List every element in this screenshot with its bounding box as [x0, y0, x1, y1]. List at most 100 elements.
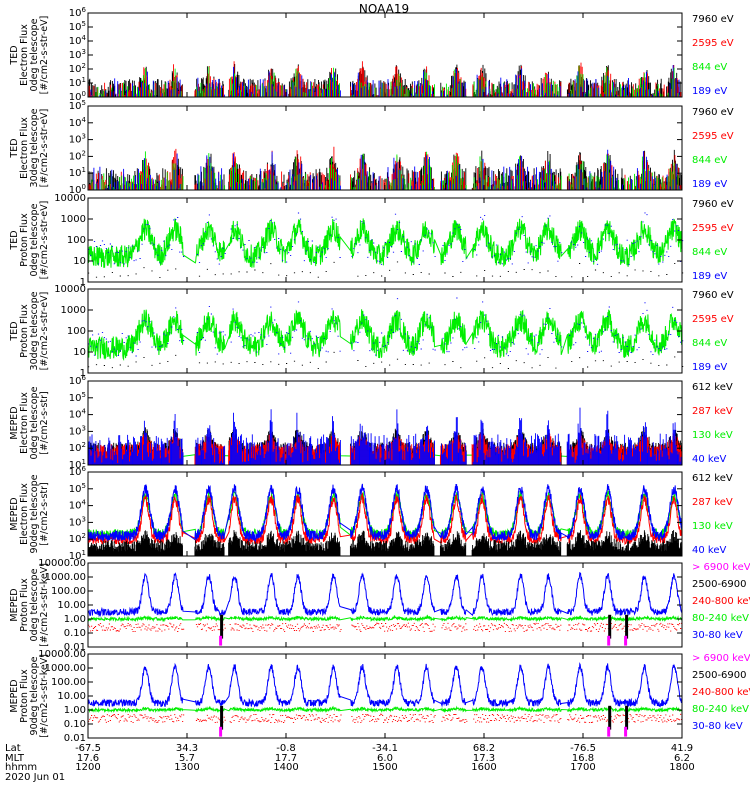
panel-8-series-30-80kev — [87, 662, 683, 708]
x-axis-row-label: Lat — [5, 743, 21, 754]
figure-title: NOAA19 — [359, 2, 409, 16]
panel-7-ytick-label: 100.00 — [51, 586, 86, 597]
panel-3-ylabel-line: [#/cm2-s-str-eV] — [39, 201, 50, 280]
panel-8-ylabel-line: [#/cm2-s-str-keV] — [39, 654, 50, 738]
x-axis-value: 1500 — [372, 762, 397, 773]
panel-2-ytick-label: 105 — [69, 99, 86, 112]
panel-4-ylabel-line: 30deg telescope — [29, 291, 40, 370]
panel-1-ytick-label: 104 — [69, 34, 87, 47]
panel-3-frame — [87, 197, 683, 283]
panel-6-ytick-label: 104 — [69, 499, 87, 512]
panel-5-legend-item: 40 keV — [692, 454, 726, 465]
panel-6-data — [87, 483, 683, 556]
panel-3-ylabel-line: TED — [9, 230, 20, 250]
panel-8-series-80-240kev — [87, 705, 682, 714]
panel-3-series-189ev — [88, 212, 684, 266]
panel-3-ytick-label: 10 — [73, 256, 86, 267]
panel-3-series-844ev — [87, 217, 683, 268]
panel-5-ytick-label: 102 — [69, 441, 86, 454]
panel-6-legend-item: 40 keV — [692, 545, 726, 556]
panel-7-ytick-label: 1000.00 — [45, 572, 86, 583]
panel-5-ylabel-line: 0deg telescope — [29, 386, 40, 459]
panel-3-ylabel-line: Proton Flux — [19, 213, 30, 267]
panel-3-data — [87, 212, 684, 279]
panel-1-ylabel-line: TED — [9, 45, 20, 65]
panel-3-ytick-label: 1 — [80, 277, 86, 288]
panel-2-ylabel-line: TED — [9, 138, 20, 158]
panel-2-ylabel-line: 30deg telescope — [29, 108, 40, 187]
panel-5-ytick-label: 105 — [69, 391, 86, 404]
x-axis-value: -76.5 — [570, 743, 596, 754]
panel-4-ytick-label: 1000 — [61, 305, 86, 316]
panel-7-ylabel-line: [#/cm2-s-str-keV] — [39, 563, 50, 647]
panel-7-ylabel-line: MEPED — [9, 588, 20, 621]
x-axis-value: 1600 — [471, 762, 496, 773]
panel-4: 1 10 100 1000 10000 TED Proton Flux 30deg teles… — [9, 284, 734, 379]
panel-1-ytick-label: 105 — [69, 20, 86, 33]
x-axis-value: 16.8 — [572, 753, 594, 764]
panel-6-ytick-label: 101 — [69, 549, 86, 562]
panel-4-series-7960ev — [88, 351, 684, 369]
x-axis-value: 17.3 — [473, 753, 495, 764]
panel-1-ytick-label: 100 — [69, 90, 86, 103]
panel-4-series-189ev — [88, 297, 684, 357]
panel-2-legend-item: 7960 eV — [692, 107, 734, 118]
panel-7-series-80-240kev — [87, 614, 683, 623]
panel-5-ytick-label: 106 — [69, 374, 87, 387]
panel-3-legend-item: 189 eV — [692, 271, 727, 282]
panel-6-series-40kev — [87, 483, 683, 543]
panel-1-ytick-label: 102 — [69, 62, 86, 75]
x-axis-value: 1700 — [570, 762, 595, 773]
panel-8-series-240-800kev — [88, 713, 683, 724]
panel-5-ylabel-line: [#/cm2-s-str] — [39, 391, 50, 454]
panel-3-series-7960ev — [88, 261, 684, 279]
panel-8-legend-item: > 6900 keV — [692, 653, 750, 664]
panel-7-legend-item: 80-240 keV — [692, 613, 749, 624]
panel-5-ytick-label: 103 — [69, 424, 86, 437]
x-axis-value: 6.2 — [674, 753, 690, 764]
panel-7-ylabel-line: 0deg telescope — [29, 568, 40, 641]
panel-4-ylabel-line: [#/cm2-s-str-eV] — [39, 292, 50, 371]
panel-5-ytick-label: 104 — [69, 408, 87, 421]
panel-4-frame — [87, 288, 683, 374]
panel-1-data — [87, 61, 683, 97]
panel-4-ytick-label: 10 — [73, 347, 86, 358]
panel-6-ylabel-line: 90deg telescope — [29, 474, 40, 553]
panel-8-legend-item: 80-240 keV — [692, 704, 749, 715]
panel-4-series-844ev — [87, 309, 683, 361]
panel-1-ylabel-line: [#/cm2-s-str-eV] — [39, 16, 50, 95]
panel-6-legend-item: 130 keV — [692, 521, 733, 532]
panel-3-legend-item: 2595 eV — [692, 223, 734, 234]
panel-1-legend-item: 844 eV — [692, 62, 727, 73]
panel-4-data — [87, 297, 684, 369]
panel-3-legend-item: 7960 eV — [692, 199, 734, 210]
panel-8-ytick-label: 10.00 — [57, 691, 86, 702]
x-axis-value: 6.0 — [377, 753, 393, 764]
panel-3-legend-item: 844 eV — [692, 247, 727, 258]
panel-8-legend-item: 2500-6900 — [692, 670, 747, 681]
x-axis-row-label: MLT — [5, 753, 25, 764]
x-axis-value: 41.9 — [671, 743, 693, 754]
panel-8-ylabel-line: 90deg telescope — [29, 656, 40, 735]
x-axis-value: -0.8 — [276, 743, 296, 754]
panel-6-ylabel-line: Electron Flux — [19, 483, 30, 545]
panel-5-ylabel-line: Electron Flux — [19, 392, 30, 454]
panel-8-ytick-label: 0.10 — [64, 719, 86, 730]
panel-8-ylabel-line: MEPED — [9, 679, 20, 712]
panel-1-ytick-label: 103 — [69, 48, 86, 61]
panel-6-ylabel-line: MEPED — [9, 497, 20, 530]
panel-8: 0.01 0.10 1.00 10.00 100.00 1000.00 10000.00 ME… — [9, 649, 750, 744]
panel-5-data — [87, 407, 683, 465]
panel-8-legend-item: 240-800 keV — [692, 687, 750, 698]
panel-7-legend-item: 2500-6900 — [692, 579, 747, 590]
x-axis-value: 34.3 — [176, 743, 198, 754]
panel-3-ytick-label: 10000 — [54, 193, 86, 204]
panel-7-legend-item: 30-80 keV — [692, 630, 743, 641]
panel-8-ytick-label: 0.01 — [64, 733, 86, 744]
panel-1-ytick-label: 106 — [69, 6, 87, 19]
panel-6-ylabel-line: [#/cm2-s-str] — [39, 482, 50, 545]
panel-6: 101 102 103 104 105 106 MEPED Electron Flux 90de… — [9, 465, 733, 562]
panel-6-ytick-label: 105 — [69, 482, 86, 495]
